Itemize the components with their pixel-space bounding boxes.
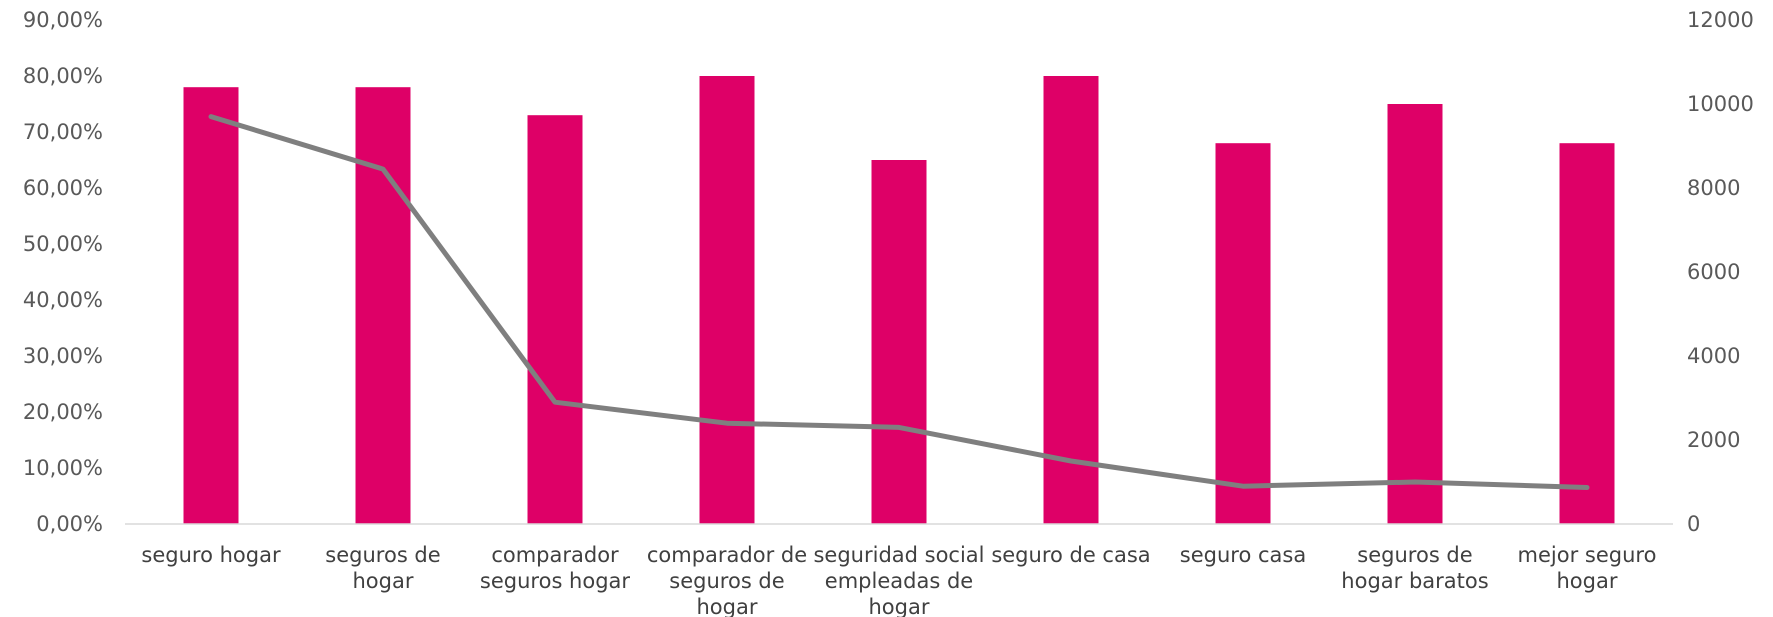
left-tick-label: 30,00% (23, 344, 103, 368)
bar (183, 87, 239, 524)
left-tick-label: 10,00% (23, 456, 103, 480)
category-label-line: empleadas de (825, 569, 973, 593)
bar (1043, 76, 1099, 524)
category-label-line: seguro casa (1180, 543, 1306, 567)
bar-series (183, 76, 1615, 524)
bar (699, 76, 755, 524)
bar (1559, 143, 1615, 524)
category-label: seguro hogar (141, 543, 281, 567)
left-tick-label: 0,00% (36, 512, 103, 536)
right-tick-label: 12000 (1687, 8, 1754, 32)
bar (1215, 143, 1271, 524)
category-label-line: hogar (869, 595, 930, 617)
category-label-line: seguros hogar (480, 569, 630, 593)
category-label-line: seguros de (669, 569, 784, 593)
category-label: mejor seguro hogar (1518, 543, 1657, 593)
bar (871, 160, 927, 524)
bar (355, 87, 411, 524)
right-tick-label: 4000 (1687, 344, 1740, 368)
category-label-line: hogar (353, 569, 414, 593)
right-tick-label: 10000 (1687, 92, 1754, 116)
category-label-line: seguridad social (813, 543, 984, 567)
category-label-line: seguros de (1357, 543, 1472, 567)
category-label-line: hogar (697, 595, 758, 617)
bar (527, 115, 583, 524)
category-label-line: seguros de (325, 543, 440, 567)
right-axis: 0 2000 4000 6000 8000 10000 12000 (1687, 8, 1754, 536)
category-label: seguro de casa (991, 543, 1150, 567)
category-label: comparador de seguros de hogar (647, 543, 807, 617)
category-label-line: hogar baratos (1341, 569, 1488, 593)
category-label-line: comparador de (647, 543, 807, 567)
right-tick-label: 0 (1687, 512, 1700, 536)
category-label-line: seguro hogar (141, 543, 281, 567)
category-label: seguridad social empleadas de hogar (813, 543, 984, 617)
left-axis: 0,00% 10,00% 20,00% 30,00% 40,00% 50,00% 60,00… (23, 8, 103, 536)
left-tick-label: 60,00% (23, 176, 103, 200)
category-label: seguro casa (1180, 543, 1306, 567)
left-tick-label: 40,00% (23, 288, 103, 312)
category-label-line: comparador (491, 543, 619, 567)
right-tick-label: 6000 (1687, 260, 1740, 284)
bar (1387, 104, 1443, 524)
right-tick-label: 8000 (1687, 176, 1740, 200)
category-label: seguros de hogar baratos (1341, 543, 1488, 593)
category-label-line: mejor seguro (1518, 543, 1657, 567)
left-tick-label: 50,00% (23, 232, 103, 256)
left-tick-label: 90,00% (23, 8, 103, 32)
right-tick-label: 2000 (1687, 428, 1740, 452)
category-label-line: seguro de casa (991, 543, 1150, 567)
category-label: comparador seguros hogar (480, 543, 630, 593)
series-line (208, 114, 1590, 490)
category-label: seguros de hogar (325, 543, 440, 593)
left-tick-label: 80,00% (23, 64, 103, 88)
line-series (208, 114, 1590, 490)
category-label-line: hogar (1557, 569, 1618, 593)
left-tick-label: 70,00% (23, 120, 103, 144)
left-tick-label: 20,00% (23, 400, 103, 424)
